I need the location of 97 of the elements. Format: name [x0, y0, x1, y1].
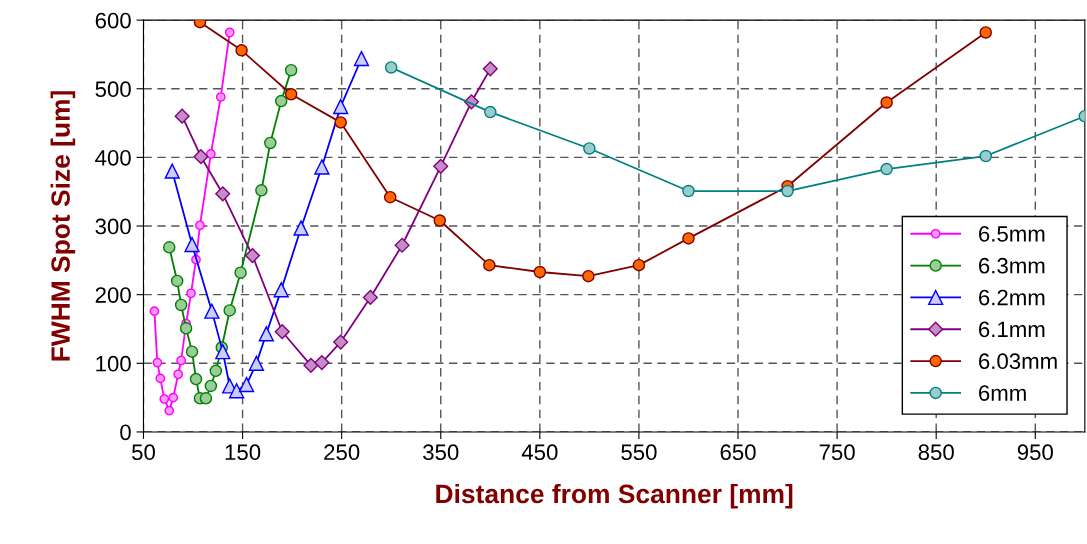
point	[168, 392, 179, 403]
point	[185, 345, 199, 358]
point	[383, 190, 397, 204]
point	[176, 355, 186, 366]
point	[204, 303, 220, 319]
point	[215, 92, 226, 102]
point	[979, 26, 992, 39]
point	[433, 214, 447, 227]
point	[215, 343, 231, 360]
x-tick-label: 850	[918, 444, 954, 461]
y-tick-label: 300	[95, 218, 131, 235]
point	[384, 61, 398, 74]
point	[244, 247, 261, 264]
point	[682, 184, 695, 198]
point	[248, 355, 265, 371]
point	[238, 376, 255, 393]
point	[179, 322, 193, 335]
point	[583, 142, 596, 155]
point	[314, 355, 330, 371]
legend-label: 6.1mm	[979, 321, 1045, 338]
point	[170, 274, 184, 288]
legend-label: 6.3mm	[979, 257, 1045, 274]
point	[880, 162, 893, 176]
point	[274, 94, 288, 108]
point	[228, 383, 245, 399]
point	[234, 266, 247, 279]
x-tick-label: 50	[132, 444, 155, 461]
point	[314, 159, 330, 175]
point	[235, 44, 248, 57]
point	[162, 241, 176, 254]
point	[433, 158, 449, 174]
point	[206, 149, 216, 159]
point	[333, 334, 349, 350]
point	[164, 163, 180, 179]
point	[255, 184, 268, 197]
point	[353, 50, 370, 67]
x-tick-label: 250	[324, 444, 360, 461]
point	[880, 96, 893, 109]
y-tick-label: 400	[95, 149, 131, 166]
point	[394, 237, 410, 253]
point	[362, 289, 378, 305]
point	[199, 392, 213, 405]
x-tick-label: 650	[720, 444, 756, 461]
point	[483, 258, 496, 272]
point	[781, 184, 794, 198]
point	[204, 379, 218, 393]
point	[209, 364, 223, 378]
y-tick-label: 100	[96, 355, 131, 372]
point	[215, 186, 231, 202]
point	[632, 258, 646, 272]
point	[173, 369, 184, 380]
x-axis-title: Distance from Scanner [mm]	[436, 483, 793, 509]
legend-label: 6.03mm	[979, 353, 1057, 370]
x-tick-label: 750	[819, 444, 855, 461]
point	[164, 405, 175, 416]
legend-label: 6.2mm	[979, 289, 1045, 306]
x-tick-label: 350	[423, 444, 459, 461]
point	[152, 357, 163, 368]
point	[484, 105, 497, 119]
point	[293, 220, 309, 236]
point	[274, 324, 290, 340]
point	[195, 220, 205, 231]
point	[184, 236, 200, 253]
point	[284, 88, 298, 101]
point	[189, 372, 203, 386]
point	[159, 394, 170, 404]
point	[273, 282, 289, 298]
point	[258, 326, 274, 342]
point	[682, 232, 695, 245]
point	[533, 265, 547, 279]
point	[334, 116, 347, 129]
x-tick-label: 550	[621, 444, 657, 461]
point	[174, 108, 190, 124]
point	[303, 357, 319, 373]
point	[264, 136, 277, 150]
point	[174, 298, 188, 312]
y-tick-label: 600	[95, 12, 131, 29]
y-tick-label: 500	[95, 81, 131, 98]
x-tick-label: 450	[521, 444, 558, 461]
point	[223, 304, 236, 317]
point	[482, 61, 498, 77]
point	[284, 63, 298, 77]
x-tick-label: 950	[1017, 444, 1053, 461]
point	[193, 149, 209, 165]
legend-label: 6.5mm	[979, 226, 1045, 242]
point	[224, 27, 235, 38]
y-tick-label: 200	[95, 287, 131, 303]
point	[155, 373, 166, 384]
y-tick-label: 0	[120, 424, 131, 441]
point	[186, 288, 196, 299]
x-tick-label: 150	[225, 444, 261, 461]
y-axis-title: FWHM Spot Size [um]	[50, 91, 76, 361]
point	[979, 149, 992, 163]
point	[149, 306, 160, 317]
point	[333, 98, 349, 115]
legend-label: 6mm	[979, 385, 1026, 401]
point	[582, 269, 595, 283]
